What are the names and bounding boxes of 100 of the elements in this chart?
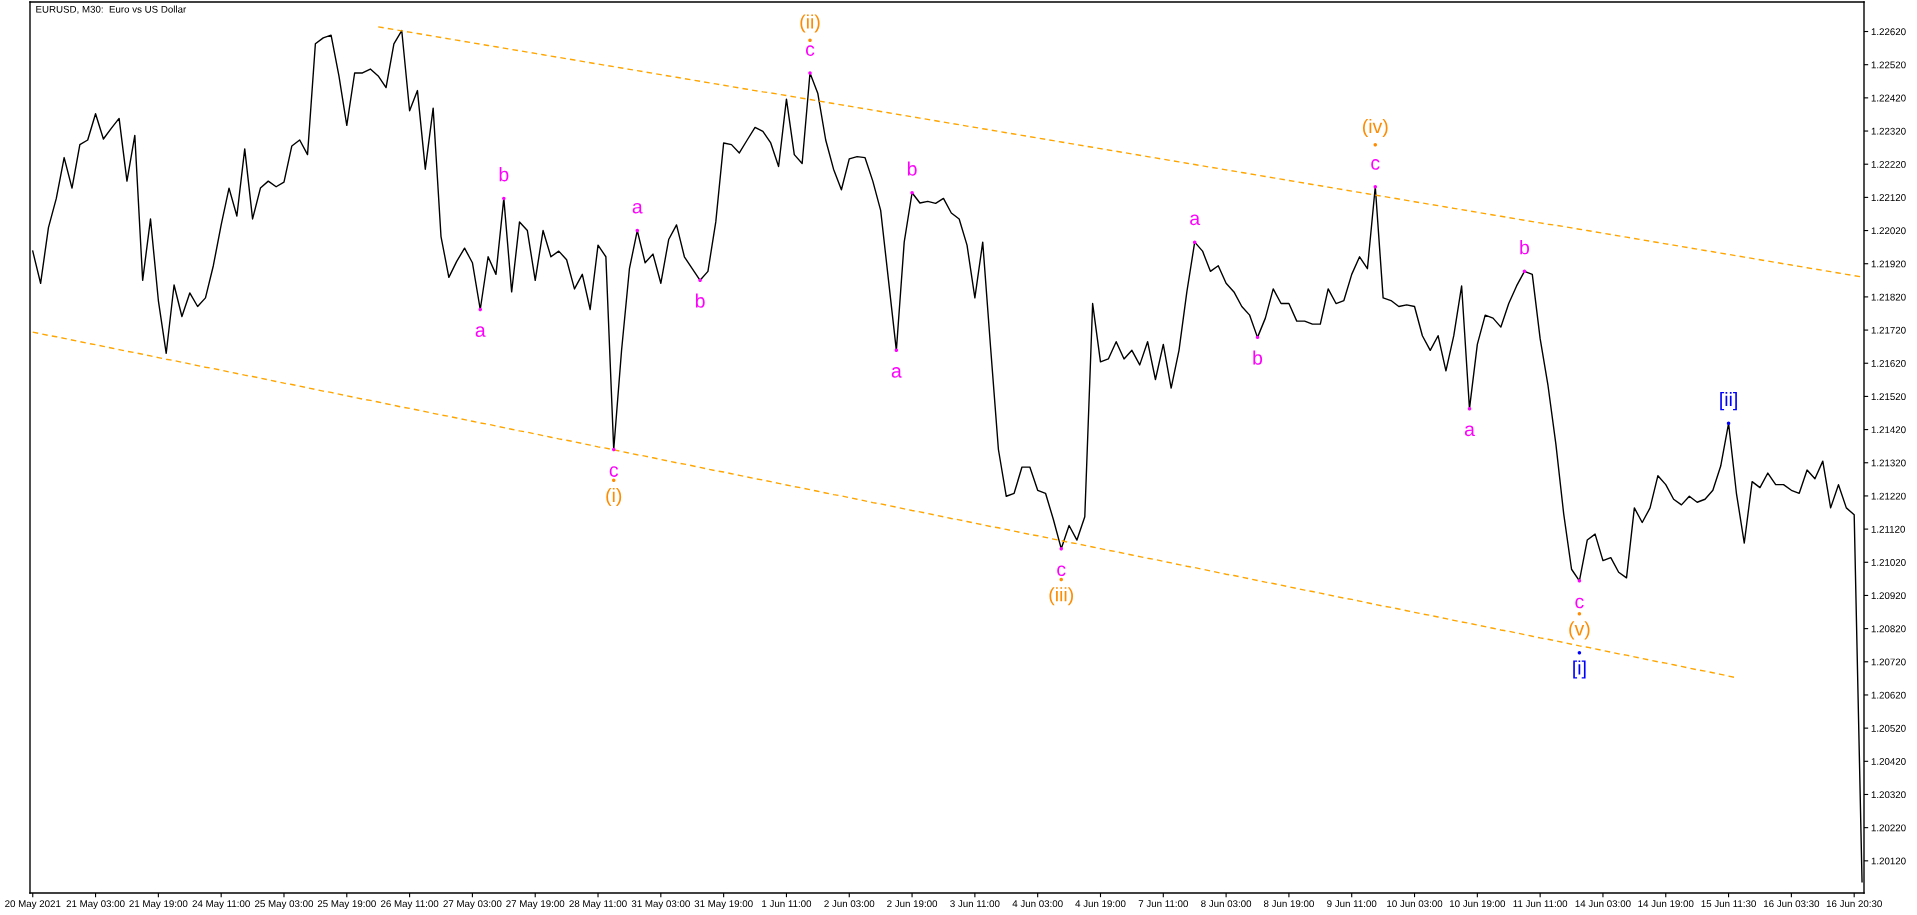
data-label: b: [1520, 240, 1530, 255]
point: [1192, 240, 1197, 244]
data-label: [i]: [1573, 660, 1586, 679]
point: [611, 478, 616, 483]
data-label: a: [632, 202, 643, 214]
point: [502, 196, 506, 201]
x-tick-label: 7 Jun 11:00: [1138, 900, 1188, 908]
point: [698, 278, 702, 283]
data-label: a: [475, 326, 486, 337]
x-tick-label: 21 May 03:00: [66, 900, 125, 910]
data-label: c: [1057, 565, 1066, 577]
x-tick-label: 2 Jun 19:00: [887, 900, 938, 908]
data-label: b: [695, 293, 705, 308]
x-tick-label: 27 May 03:00: [443, 900, 502, 910]
y-tick-label: 1.21920: [1871, 260, 1906, 268]
y-tick-label: 1.20320: [1871, 791, 1906, 799]
y-tick-label: 1.22520: [1871, 61, 1906, 69]
x-tick-label: 25 May 03:00: [255, 900, 314, 910]
y-tick-label: 1.21320: [1871, 459, 1906, 467]
y-tick-label: 1.21720: [1871, 326, 1906, 334]
y-tick-label: 1.20720: [1871, 658, 1906, 666]
y-tick-label: 1.20220: [1871, 824, 1906, 832]
x-tick-label: 25 May 19:00: [317, 900, 376, 910]
x-tick-label: 2 Jun 03:00: [824, 900, 875, 908]
point: [611, 447, 616, 452]
data-label: (i): [606, 487, 622, 507]
chart-title: EURUSD, M30: Euro vs US Dollar: [36, 5, 187, 14]
y-tick-label: 1.21820: [1871, 293, 1906, 301]
y-tick-label: 1.20420: [1871, 758, 1906, 765]
y-tick-label: 1.21620: [1871, 359, 1906, 367]
x-tick-label: 4 Jun 03:00: [1012, 900, 1063, 908]
y-tick-label: 1.20920: [1871, 592, 1906, 600]
x-tick-label: 21 May 19:00: [129, 900, 188, 910]
x-tick-label: 27 May 19:00: [506, 900, 565, 910]
x-tick-label: 14 Jun 19:00: [1638, 900, 1694, 908]
x-tick-label: 14 Jun 03:00: [1575, 900, 1631, 908]
data-label: a: [1464, 425, 1475, 437]
data-label: c: [1371, 159, 1380, 170]
y-tick-label: 1.22120: [1871, 194, 1906, 201]
x-tick-label: 15 Jun 11:30: [1701, 900, 1756, 908]
y-tick-label: 1.21420: [1871, 426, 1906, 434]
y-tick-label: 1.22620: [1871, 28, 1906, 36]
y-tick-label: 1.22420: [1871, 94, 1906, 102]
x-tick-label: 8 Jun 03:00: [1201, 900, 1252, 908]
x-tick-label: 20 May 2021: [5, 900, 61, 910]
point: [894, 348, 899, 353]
x-tick-label: 4 Jun 19:00: [1075, 900, 1126, 908]
y-tick-label: 1.22020: [1871, 227, 1906, 235]
x-tick-label: 1 Jun 11:00: [762, 900, 812, 908]
point: [910, 190, 914, 195]
data-label: c: [805, 45, 815, 56]
x-tick-label: 24 May 11:00: [192, 900, 250, 910]
data-label: b: [1253, 350, 1263, 365]
data-label: c: [1575, 597, 1584, 609]
y-tick-label: 1.21020: [1871, 559, 1906, 566]
point: [1059, 546, 1063, 551]
point: [1577, 611, 1582, 616]
x-tick-label: 16 Jun 03:30: [1764, 900, 1820, 908]
y-tick-label: 1.22220: [1871, 160, 1906, 168]
y-tick-label: 1.20820: [1871, 625, 1906, 633]
x-tick-label: 28 May 11:00: [569, 900, 627, 910]
point: [808, 38, 812, 42]
point: [478, 307, 483, 312]
data-label: a: [1190, 214, 1201, 226]
point: [1577, 651, 1582, 655]
x-tick-label: 16 Jun 20:30: [1826, 900, 1882, 908]
y-tick-label: 1.21220: [1871, 492, 1906, 500]
data-label: (ii): [800, 14, 820, 33]
data-label: b: [907, 161, 917, 176]
point: [1726, 421, 1731, 426]
y-tick-label: 1.22320: [1871, 127, 1906, 135]
point: [1577, 579, 1582, 583]
data-label: (iv): [1362, 118, 1388, 138]
data-label: a: [891, 367, 902, 378]
y-tick-label: 1.20520: [1871, 724, 1906, 732]
x-tick-label: 10 Jun 03:00: [1387, 900, 1443, 908]
y-tick-label: 1.21120: [1871, 525, 1905, 533]
x-tick-label: 8 Jun 19:00: [1263, 900, 1314, 908]
x-tick-label: 3 Jun 11:00: [950, 900, 1000, 908]
y-tick-label: 1.20620: [1871, 691, 1906, 699]
y-tick-label: 1.21520: [1871, 393, 1906, 401]
data-label: b: [499, 167, 509, 182]
x-tick-label: 31 May 19:00: [694, 900, 753, 910]
data-label: c: [609, 466, 619, 477]
data-label: (v): [1569, 621, 1590, 640]
point: [1373, 142, 1378, 147]
x-tick-label: 11 Jun 11:00: [1513, 900, 1568, 908]
data-label: [ii]: [1720, 392, 1737, 411]
y-tick-label: 1.20120: [1871, 857, 1906, 865]
point: [1059, 577, 1063, 582]
point: [1255, 335, 1260, 340]
point: [808, 71, 812, 75]
point: [635, 228, 640, 233]
x-tick-label: 26 May 11:00: [380, 900, 439, 910]
x-tick-label: 9 Jun 11:00: [1327, 900, 1377, 908]
data-label: (iii): [1049, 587, 1073, 606]
point: [1522, 269, 1527, 274]
point: [1467, 406, 1472, 411]
x-tick-label: 10 Jun 19:00: [1449, 900, 1506, 908]
x-tick-label: 31 May 03:00: [631, 900, 690, 910]
